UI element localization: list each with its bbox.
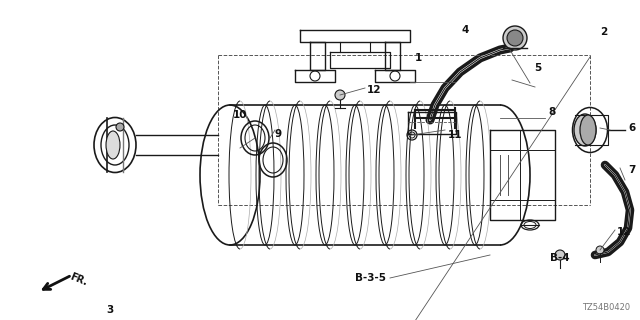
Text: 12: 12 [367,85,381,95]
Text: 6: 6 [628,123,636,133]
Text: B-4: B-4 [550,253,570,263]
Circle shape [116,123,124,131]
Text: 1: 1 [415,53,422,63]
Ellipse shape [580,115,596,145]
Text: TZ54B0420: TZ54B0420 [582,303,630,313]
Text: 2: 2 [600,27,607,37]
Text: 12: 12 [617,227,632,237]
Circle shape [503,26,527,50]
Text: 3: 3 [106,305,114,315]
Text: 7: 7 [628,165,636,175]
Text: 8: 8 [548,107,556,117]
Text: 11: 11 [448,130,463,140]
Text: 9: 9 [275,129,282,139]
Ellipse shape [106,131,120,159]
Circle shape [555,250,565,260]
Text: 5: 5 [534,63,541,73]
Ellipse shape [574,114,596,146]
Circle shape [507,30,523,46]
Text: B-3-5: B-3-5 [355,273,385,283]
Text: 10: 10 [233,110,247,120]
Circle shape [596,246,604,254]
Text: 4: 4 [462,25,469,35]
Text: FR.: FR. [68,272,88,288]
Circle shape [335,90,345,100]
